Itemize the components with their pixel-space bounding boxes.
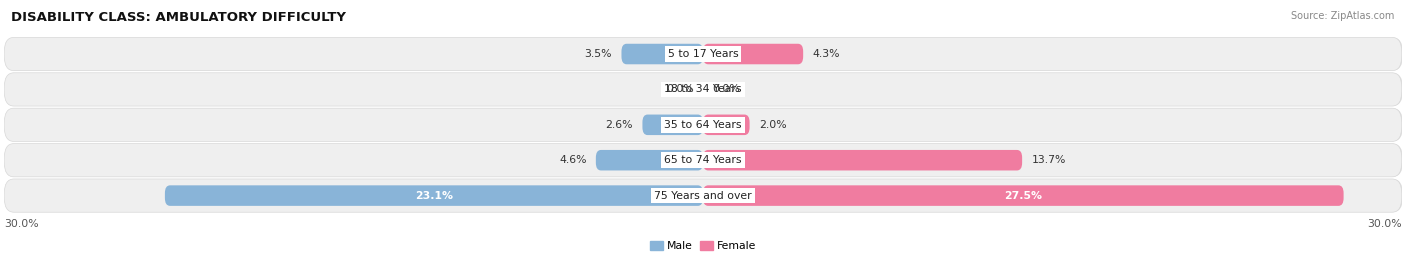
FancyBboxPatch shape bbox=[6, 109, 1403, 141]
Text: 4.6%: 4.6% bbox=[560, 155, 586, 165]
FancyBboxPatch shape bbox=[6, 179, 1403, 212]
FancyBboxPatch shape bbox=[6, 38, 1403, 70]
FancyBboxPatch shape bbox=[4, 179, 1402, 212]
Text: 0.0%: 0.0% bbox=[713, 84, 740, 94]
Text: 30.0%: 30.0% bbox=[4, 219, 39, 229]
Text: 18 to 34 Years: 18 to 34 Years bbox=[664, 84, 742, 94]
Legend: Male, Female: Male, Female bbox=[645, 237, 761, 256]
Text: 13.7%: 13.7% bbox=[1032, 155, 1066, 165]
Text: 35 to 64 Years: 35 to 64 Years bbox=[664, 120, 742, 130]
FancyBboxPatch shape bbox=[703, 44, 803, 64]
FancyBboxPatch shape bbox=[621, 44, 703, 64]
FancyBboxPatch shape bbox=[6, 73, 1403, 106]
FancyBboxPatch shape bbox=[4, 144, 1402, 177]
Text: 2.6%: 2.6% bbox=[606, 120, 633, 130]
Text: Source: ZipAtlas.com: Source: ZipAtlas.com bbox=[1291, 11, 1395, 21]
FancyBboxPatch shape bbox=[643, 114, 703, 135]
FancyBboxPatch shape bbox=[4, 73, 1402, 106]
Text: 27.5%: 27.5% bbox=[1004, 191, 1042, 201]
Text: 30.0%: 30.0% bbox=[1367, 219, 1402, 229]
FancyBboxPatch shape bbox=[703, 185, 1344, 206]
Text: 2.0%: 2.0% bbox=[759, 120, 786, 130]
Text: 3.5%: 3.5% bbox=[585, 49, 612, 59]
Text: 4.3%: 4.3% bbox=[813, 49, 839, 59]
FancyBboxPatch shape bbox=[596, 150, 703, 170]
FancyBboxPatch shape bbox=[703, 114, 749, 135]
FancyBboxPatch shape bbox=[4, 38, 1402, 71]
FancyBboxPatch shape bbox=[703, 150, 1022, 170]
Text: 5 to 17 Years: 5 to 17 Years bbox=[668, 49, 738, 59]
FancyBboxPatch shape bbox=[6, 144, 1403, 177]
Text: 0.0%: 0.0% bbox=[666, 84, 693, 94]
Text: 65 to 74 Years: 65 to 74 Years bbox=[664, 155, 742, 165]
FancyBboxPatch shape bbox=[4, 108, 1402, 142]
Text: 75 Years and over: 75 Years and over bbox=[654, 191, 752, 201]
FancyBboxPatch shape bbox=[165, 185, 703, 206]
Text: DISABILITY CLASS: AMBULATORY DIFFICULTY: DISABILITY CLASS: AMBULATORY DIFFICULTY bbox=[11, 11, 346, 24]
Text: 23.1%: 23.1% bbox=[415, 191, 453, 201]
